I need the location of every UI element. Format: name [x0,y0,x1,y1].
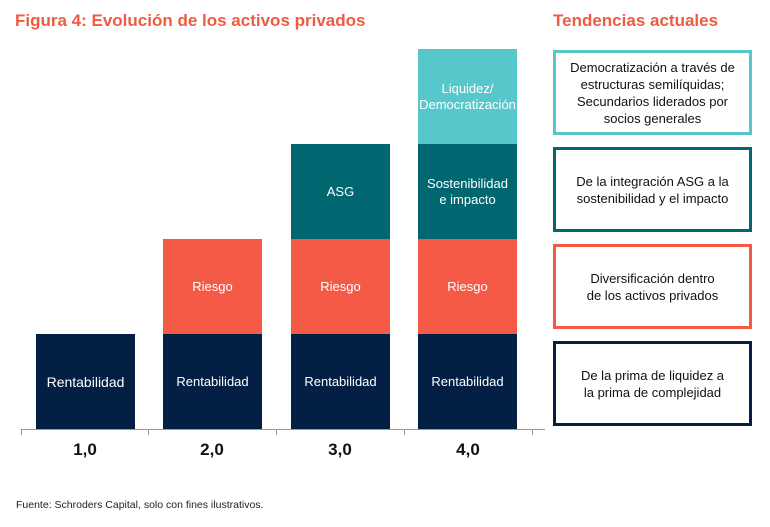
segment-rentabilidad: Rentabilidad [36,334,135,429]
axis-tick [148,429,149,435]
axis-tick [276,429,277,435]
x-label: 1,0 [73,440,97,459]
segment-riesgo: Riesgo [418,239,517,334]
segment-riesgo: Riesgo [163,239,262,334]
axis-tick [21,429,22,435]
trend-box-sustainability: De la integración ASG a la sostenibilida… [553,147,752,232]
segment-rentabilidad: Rentabilidad [291,334,390,429]
x-label: 4,0 [456,440,480,459]
segment-liquidez: Liquidez/ Democratización [418,49,517,144]
segment-rentabilidad: Rentabilidad [418,334,517,429]
trends-title: Tendencias actuales [553,11,719,30]
segment-asg: Sostenibilidad e impacto [418,144,517,239]
x-label: 2,0 [200,440,224,459]
segment-asg: ASG [291,144,390,239]
axis-tick [404,429,405,435]
x-axis [21,429,545,430]
axis-tick [532,429,533,435]
footnote: Fuente: Schroders Capital, solo con fine… [16,499,264,511]
segment-rentabilidad: Rentabilidad [163,334,262,429]
figure-title: Figura 4: Evolución de los activos priva… [15,11,366,30]
trend-box-democratization: Democratización a través de estructuras … [553,50,752,135]
x-label: 3,0 [328,440,352,459]
trend-box-diversification: Diversificación dentro de los activos pr… [553,244,752,329]
segment-riesgo: Riesgo [291,239,390,334]
trend-box-complexity: De la prima de liquidez a la prima de co… [553,341,752,426]
